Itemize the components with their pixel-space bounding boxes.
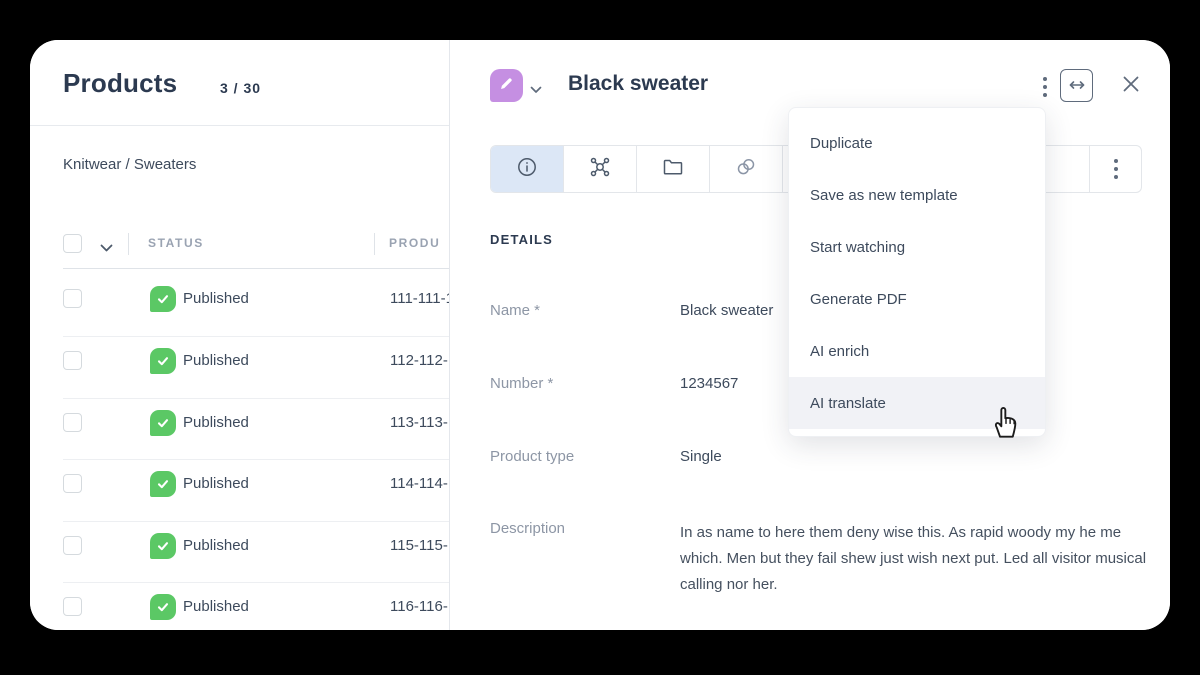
published-check-icon — [150, 348, 176, 374]
table-row[interactable]: Published 114-114- — [30, 453, 449, 515]
product-number: 111-111-1 — [390, 290, 450, 307]
column-header-product[interactable]: PRODU — [389, 236, 441, 250]
field-value-product-type[interactable]: Single — [680, 448, 722, 465]
product-number: 112-112- — [390, 352, 448, 369]
chevron-down-icon[interactable] — [530, 81, 542, 99]
row-checkbox[interactable] — [63, 536, 82, 555]
info-icon — [516, 156, 538, 183]
row-checkbox[interactable] — [63, 597, 82, 616]
close-icon — [1121, 74, 1141, 99]
field-value-description[interactable]: In as name to here them deny wise this. … — [680, 524, 1147, 593]
divider — [63, 336, 449, 337]
status-label: Published — [183, 598, 249, 615]
product-title: Black sweater — [568, 72, 709, 95]
folder-icon — [661, 155, 685, 184]
divider — [374, 233, 375, 255]
menu-item-duplicate[interactable]: Duplicate — [810, 134, 873, 152]
status-label: Published — [183, 414, 249, 431]
field-value-number[interactable]: 1234567 — [680, 375, 739, 392]
details-section-heading: DETAILS — [490, 232, 554, 247]
table-row[interactable]: Published 116-116- — [30, 576, 449, 630]
status-label: Published — [183, 352, 249, 369]
published-check-icon — [150, 286, 176, 312]
products-window: Products 3 / 30 Knitwear / Sweaters STAT… — [30, 40, 1170, 630]
menu-item-start-watching[interactable]: Start watching — [810, 238, 906, 256]
published-check-icon — [150, 533, 176, 559]
status-label: Published — [183, 537, 249, 554]
table-row[interactable]: Published 115-115- — [30, 515, 449, 577]
published-check-icon — [150, 471, 176, 497]
products-list-panel: Products 3 / 30 Knitwear / Sweaters STAT… — [30, 40, 450, 630]
product-number: 114-114- — [390, 475, 448, 492]
tab-links[interactable] — [710, 146, 783, 192]
field-label-description: Description — [490, 520, 566, 537]
tab-folder[interactable] — [637, 146, 710, 192]
menu-item-ai-translate[interactable]: AI translate — [789, 377, 1045, 429]
table-row[interactable]: Published 113-113- — [30, 392, 449, 454]
field-label-name: Name * — [490, 302, 541, 319]
linked-circles-icon — [734, 155, 758, 184]
divider — [30, 125, 449, 126]
status-label: Published — [183, 475, 249, 492]
published-check-icon — [150, 594, 176, 620]
menu-item-generate-pdf[interactable]: Generate PDF — [810, 290, 907, 308]
published-check-icon — [150, 410, 176, 436]
product-number: 115-115- — [390, 537, 448, 554]
row-checkbox[interactable] — [63, 289, 82, 308]
more-actions-button[interactable] — [1033, 74, 1057, 100]
page-title: Products — [63, 68, 178, 98]
row-checkbox[interactable] — [63, 351, 82, 370]
row-checkbox[interactable] — [63, 413, 82, 432]
field-label-product-type: Product type — [490, 448, 575, 465]
divider — [128, 233, 129, 255]
divider — [63, 521, 449, 522]
divider — [63, 582, 449, 583]
divider — [63, 459, 449, 460]
breadcrumb[interactable]: Knitwear / Sweaters — [63, 156, 197, 173]
column-header-status[interactable]: STATUS — [148, 236, 204, 250]
menu-item-ai-enrich[interactable]: AI enrich — [810, 342, 870, 360]
field-value-name[interactable]: Black sweater — [680, 302, 774, 319]
resize-horizontal-icon — [1068, 77, 1086, 95]
select-all-checkbox[interactable] — [63, 234, 82, 253]
table-row[interactable]: Published 112-112- — [30, 330, 449, 392]
actions-dropdown-menu: Duplicate Save as new template Start wat… — [788, 107, 1046, 437]
field-label-number: Number * — [490, 375, 554, 392]
tab-relations[interactable] — [564, 146, 637, 192]
divider — [63, 268, 449, 269]
tabs-more-button[interactable] — [1089, 146, 1141, 192]
product-type-badge[interactable] — [490, 69, 523, 102]
divider — [63, 398, 449, 399]
tab-info[interactable] — [491, 146, 564, 192]
pencil-icon — [499, 76, 514, 96]
chevron-down-icon[interactable] — [100, 239, 113, 257]
table-row[interactable]: Published 111-111-1 — [30, 268, 450, 330]
status-label: Published — [183, 290, 249, 307]
close-panel-button[interactable] — [1118, 73, 1144, 99]
row-checkbox[interactable] — [63, 474, 82, 493]
menu-item-save-as-new-template[interactable]: Save as new template — [810, 186, 958, 204]
product-number: 116-116- — [390, 598, 448, 615]
product-number: 113-113- — [390, 414, 448, 431]
selection-count: 3 / 30 — [220, 80, 262, 96]
relations-icon — [588, 155, 612, 184]
table-header: STATUS PRODU — [30, 226, 449, 268]
expand-panel-button[interactable] — [1060, 69, 1093, 102]
